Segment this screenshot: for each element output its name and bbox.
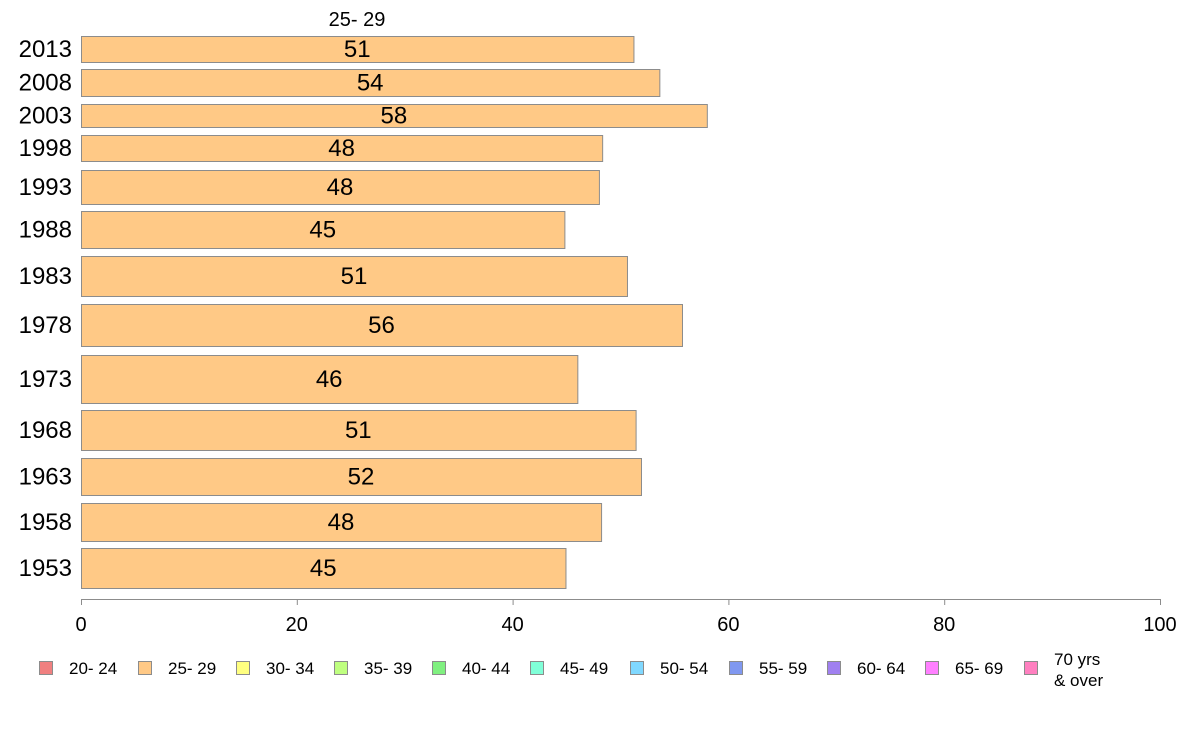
x-tick-label-20: 20 bbox=[286, 614, 308, 636]
legend-swatch bbox=[729, 661, 743, 675]
legend-item-9: 65- 69 bbox=[925, 659, 1003, 678]
series-label: 25- 29 bbox=[329, 9, 386, 31]
bar-1983 bbox=[81, 256, 628, 297]
data-label-1983: 51 bbox=[341, 263, 368, 290]
legend-label-line-0: 70 yrs bbox=[1054, 650, 1100, 669]
legend-label: 25- 29 bbox=[168, 659, 216, 678]
legend-item-7: 55- 59 bbox=[729, 659, 807, 678]
category-label-1958: 1958 bbox=[19, 509, 72, 536]
legend-label: 30- 34 bbox=[266, 659, 314, 678]
data-label-1953: 45 bbox=[310, 555, 337, 582]
x-tick-label-0: 0 bbox=[75, 614, 86, 636]
legend-swatch bbox=[1024, 661, 1038, 675]
bar-1953 bbox=[81, 548, 567, 589]
category-label-1998: 1998 bbox=[19, 135, 72, 162]
data-label-2003: 58 bbox=[381, 103, 408, 130]
data-label-2013: 51 bbox=[344, 36, 371, 63]
legend-label: 20- 24 bbox=[69, 659, 117, 678]
legend-item-2: 30- 34 bbox=[236, 659, 314, 678]
legend-label: 50- 54 bbox=[660, 659, 708, 678]
legend-label: 35- 39 bbox=[364, 659, 412, 678]
legend-label-line-1: & over bbox=[1054, 671, 1103, 690]
legend-swatch bbox=[138, 661, 152, 675]
data-label-2008: 54 bbox=[357, 70, 384, 97]
legend-label: 60- 64 bbox=[857, 659, 905, 678]
bar-1978 bbox=[81, 304, 684, 347]
x-tick-label-60: 60 bbox=[717, 614, 739, 636]
legend-swatch bbox=[432, 661, 446, 675]
data-label-1968: 51 bbox=[345, 417, 372, 444]
bar-1958 bbox=[81, 503, 603, 542]
legend-label: 45- 49 bbox=[560, 659, 608, 678]
legend-swatch bbox=[334, 661, 348, 675]
legend-item-5: 45- 49 bbox=[530, 659, 608, 678]
category-label-1963: 1963 bbox=[19, 464, 72, 491]
data-label-1958: 48 bbox=[328, 509, 355, 536]
x-tick-label-80: 80 bbox=[933, 614, 955, 636]
bar-2013 bbox=[81, 36, 635, 63]
x-tick-label-100: 100 bbox=[1143, 614, 1176, 636]
legend-swatch bbox=[236, 661, 250, 675]
legend-item-4: 40- 44 bbox=[432, 659, 510, 678]
legend-item-1: 25- 29 bbox=[138, 659, 216, 678]
bar-1968 bbox=[81, 410, 637, 451]
data-label-1973: 46 bbox=[316, 366, 343, 393]
bar-1998 bbox=[81, 135, 604, 162]
x-tick-label-40: 40 bbox=[501, 614, 523, 636]
category-label-1978: 1978 bbox=[19, 312, 72, 339]
category-label-1953: 1953 bbox=[19, 555, 72, 582]
category-label-1973: 1973 bbox=[19, 366, 72, 393]
bars-layer: 2013 51 2008 54 2003 58 1998 48 1993 48 1988 45 1983… bbox=[19, 36, 708, 589]
bar-1973 bbox=[81, 355, 579, 404]
legend-item-6: 50- 54 bbox=[630, 659, 708, 678]
category-label-2003: 2003 bbox=[19, 103, 72, 130]
legend-item-3: 35- 39 bbox=[334, 659, 412, 678]
bar-1993 bbox=[81, 170, 600, 205]
category-label-1983: 1983 bbox=[19, 263, 72, 290]
legend-swatch bbox=[630, 661, 644, 675]
legend-item-0: 20- 24 bbox=[39, 659, 117, 678]
x-axis: 0 20 40 60 80 100 bbox=[75, 599, 1177, 636]
legend-swatch bbox=[925, 661, 939, 675]
data-label-1978: 56 bbox=[368, 312, 395, 339]
data-label-1998: 48 bbox=[328, 135, 355, 162]
category-label-1968: 1968 bbox=[19, 417, 72, 444]
category-label-1993: 1993 bbox=[19, 174, 72, 201]
legend-label: 55- 59 bbox=[759, 659, 807, 678]
data-label-1988: 45 bbox=[309, 217, 336, 244]
bar-2008 bbox=[81, 69, 661, 97]
bar-1988 bbox=[81, 211, 566, 249]
data-label-1963: 52 bbox=[348, 464, 375, 491]
legend-item-8: 60- 64 bbox=[827, 659, 905, 678]
legend: 20- 24 25- 29 30- 34 35- 39 40- 44 45- 49 50- … bbox=[39, 650, 1103, 690]
legend-swatch bbox=[530, 661, 544, 675]
category-label-2008: 2008 bbox=[19, 70, 72, 97]
bar-2003 bbox=[81, 104, 708, 128]
legend-item-10: 70 yrs & over bbox=[1024, 650, 1103, 690]
data-label-1993: 48 bbox=[327, 174, 354, 201]
legend-label: 65- 69 bbox=[955, 659, 1003, 678]
legend-swatch bbox=[827, 661, 841, 675]
category-label-1988: 1988 bbox=[19, 217, 72, 244]
category-label-2013: 2013 bbox=[19, 36, 72, 63]
legend-label: 40- 44 bbox=[462, 659, 510, 678]
bar-1963 bbox=[81, 458, 643, 496]
legend-swatch bbox=[39, 661, 53, 675]
